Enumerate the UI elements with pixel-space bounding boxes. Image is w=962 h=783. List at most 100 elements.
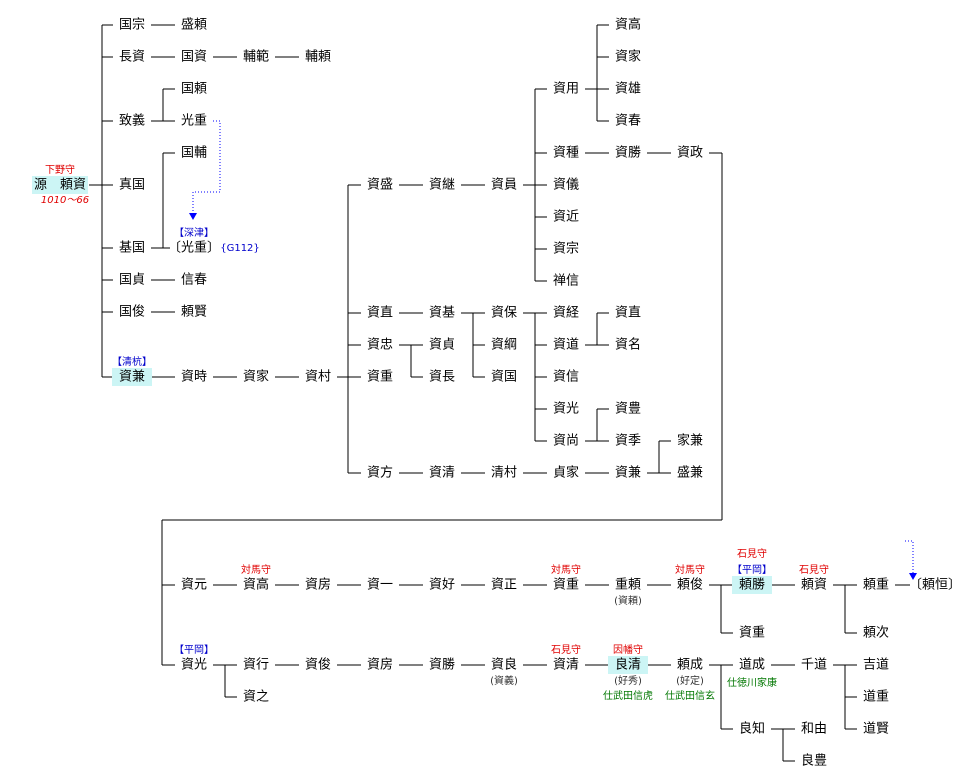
person-name: 吉道 [863, 658, 889, 673]
person-name: 資雄 [615, 82, 641, 97]
person-name: 資重 [553, 577, 579, 593]
person-name: 資之 [243, 690, 269, 705]
alias: (好定) [676, 674, 704, 687]
alias: (資義) [490, 674, 518, 687]
office-title: 対馬守 [241, 563, 271, 576]
person-name: 資勝 [429, 658, 455, 673]
person-name: 資時 [181, 370, 207, 385]
family-tag: 【深津】 [174, 227, 214, 239]
person-name: 資行 [243, 658, 269, 673]
person-name: 致義 [119, 113, 145, 129]
highlight [32, 176, 88, 194]
person-name: 資勝 [615, 146, 641, 161]
office-title: 対馬守 [551, 563, 581, 576]
person-name: 資直 [367, 306, 393, 321]
person-name: 盛兼 [677, 466, 703, 481]
person-name: 資近 [553, 210, 579, 225]
person-name: 資高 [615, 17, 641, 33]
person-name: 資好 [429, 578, 455, 593]
person-name: 盛頼 [181, 18, 207, 33]
person-name: 資家 [615, 49, 641, 65]
office-title: 石見守 [799, 563, 829, 576]
person-name: 資員 [491, 178, 517, 193]
person-name: 資政 [677, 146, 703, 161]
person-name: 資春 [615, 114, 641, 129]
person-name: 信春 [181, 273, 207, 288]
person-name: 資良 [491, 657, 517, 673]
person-name: 資保 [491, 306, 517, 321]
person-name: 資重 [739, 625, 765, 641]
person-name: 基国 [119, 241, 145, 256]
person-name: 資経 [553, 306, 579, 321]
person-name: 輔範 [243, 50, 269, 65]
arrow-head [189, 213, 197, 220]
person-name: 資長 [429, 370, 455, 385]
person-name: 頼勝 [739, 578, 765, 593]
alias: (好秀) [614, 675, 642, 687]
person-name: 資継 [429, 178, 455, 193]
person-name: 国俊 [119, 305, 145, 320]
person-name: 頼重 [863, 577, 889, 593]
office-title: 対馬守 [675, 563, 705, 576]
person-name: 資兼 [615, 466, 641, 481]
reference-arrow [192, 120, 221, 214]
person-name: 禅信 [553, 274, 579, 289]
reference-arrow [905, 540, 914, 574]
person-name: 良清 [615, 657, 641, 673]
person-name: 源 頼資 [34, 178, 86, 193]
person-name: 貞家 [553, 465, 579, 481]
person-name: 頼資 [801, 578, 827, 593]
person-name: 資貞 [429, 338, 455, 353]
office-title: 因幡守 [613, 643, 643, 656]
person-name: 資清 [553, 658, 579, 673]
person-name: 光重 [181, 113, 207, 129]
person-name: 〔光重〕 [168, 240, 220, 256]
person-name: 資一 [367, 578, 393, 593]
highlight [112, 368, 152, 386]
person-name: 資綱 [491, 338, 517, 353]
person-name: 資名 [615, 337, 641, 353]
person-name: 頼俊 [677, 578, 703, 593]
person-name: 資道 [553, 338, 579, 353]
person-name: 頼次 [863, 625, 889, 641]
person-name: 頼賢 [181, 305, 207, 320]
person-name: 家兼 [677, 433, 703, 449]
person-name: 資方 [367, 465, 393, 481]
person-name: 国宗 [119, 17, 145, 33]
person-name: 国頼 [181, 82, 207, 97]
person-name: 資季 [615, 434, 641, 449]
person-name: 資忠 [367, 338, 393, 353]
reference: {G112} [220, 243, 260, 254]
person-name: 資直 [615, 306, 641, 321]
person-name: 資盛 [367, 178, 393, 193]
person-name: 資房 [305, 577, 331, 593]
family-tag: 【平岡】 [174, 644, 214, 656]
service: 仕武田信玄 [665, 689, 715, 702]
highlight [732, 576, 772, 594]
person-name: 良豊 [801, 753, 827, 769]
person-name: 資正 [491, 578, 517, 593]
person-name: 道重 [863, 689, 889, 705]
person-name: 資光 [553, 402, 579, 417]
person-name: 資家 [243, 369, 269, 385]
person-name: 良知 [739, 721, 765, 737]
person-name: 資種 [553, 145, 579, 161]
service: 仕徳川家康 [727, 676, 777, 689]
person-name: 真国 [119, 178, 145, 193]
person-name: 資元 [181, 578, 207, 593]
person-name: 和由 [801, 722, 827, 737]
person-name: 〔頼恒〕 [909, 578, 961, 593]
person-name: 資俊 [305, 658, 331, 673]
person-name: 資村 [305, 370, 331, 385]
person-name: 道賢 [863, 722, 889, 737]
person-name: 国輔 [181, 146, 207, 161]
person-name: 千道 [801, 658, 827, 673]
person-name: 資高 [243, 577, 269, 593]
connector-lines [89, 24, 910, 762]
person-name: 資用 [553, 82, 579, 97]
person-name: 輔頼 [305, 50, 331, 65]
person-name: 長資 [119, 50, 145, 65]
person-name: 資光 [181, 658, 207, 673]
